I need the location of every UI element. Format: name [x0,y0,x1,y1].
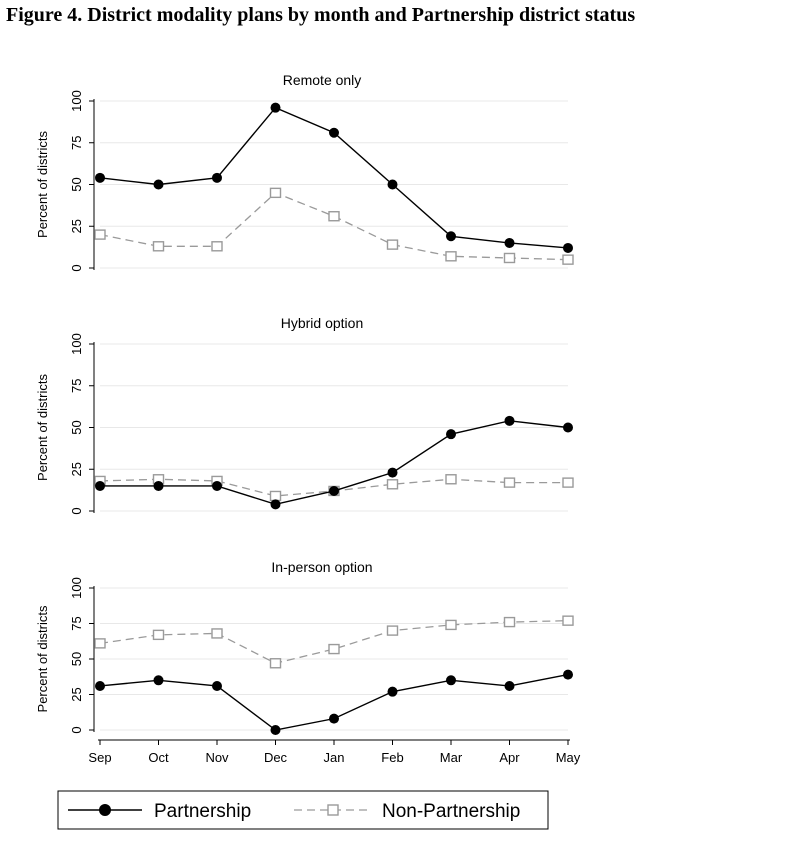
data-point-non-partnership [152,241,165,252]
data-point-partnership [387,686,398,697]
data-point-non-partnership [152,629,165,641]
data-point-non-partnership [328,211,340,222]
data-point-partnership [95,680,105,691]
data-point-partnership [153,675,164,686]
chart-panel-2: In-person option 0 25 50 75 100 Percent of dis… [35,559,581,765]
chart-svg: Remote only 0 25 50 75 100 Percent of district… [35,72,581,830]
panel-title: Remote only [283,72,362,88]
y-tick-label: 75 [69,136,84,150]
data-point-non-partnership [94,229,106,240]
legend-marker-partnership [99,804,111,816]
legend: Partnership Non-Partnership [57,790,549,830]
data-point-partnership [329,713,339,724]
x-tick-label: Dec [264,750,288,765]
x-tick-label: Feb [381,750,403,765]
data-point-partnership [563,669,573,680]
y-axis-label: Percent of districts [35,374,50,481]
data-point-non-partnership [269,490,282,502]
x-tick-label: Apr [499,750,520,765]
x-tick-label: Oct [148,750,169,765]
x-tick-label: Mar [440,750,463,765]
data-point-partnership [329,127,339,138]
data-point-partnership [504,237,515,248]
data-point-partnership [446,429,456,440]
chart-panel-1: Hybrid option 0 25 50 75 100 Percent of distri… [35,315,574,515]
chart-panel-0: Remote only 0 25 50 75 100 Percent of district… [35,72,574,272]
y-tick-label: 100 [69,90,84,112]
data-point-non-partnership [445,251,457,262]
y-tick-label: 25 [69,219,84,233]
data-point-partnership [504,415,515,426]
y-tick-label: 75 [69,379,84,393]
x-tick-label: May [556,750,581,765]
data-point-partnership [563,422,573,433]
data-point-non-partnership [328,643,340,655]
y-tick-label: 25 [69,687,84,701]
y-axis-label: Percent of districts [35,131,50,238]
data-point-partnership [212,480,222,491]
y-tick-label: 100 [69,333,84,355]
y-tick-label: 75 [69,616,84,630]
data-point-partnership [504,680,515,691]
y-tick-label: 50 [69,177,84,191]
y-tick-label: 50 [69,420,84,434]
legend-label-partnership: Partnership [154,801,251,822]
data-point-partnership [563,242,573,253]
y-tick-label: 0 [69,726,84,733]
y-tick-label: 50 [69,652,84,666]
data-point-partnership [446,231,456,242]
data-point-partnership [212,172,222,183]
data-point-non-partnership [445,619,457,631]
y-axis-label: Percent of districts [35,605,50,712]
data-point-non-partnership [562,477,574,488]
legend-label-non-partnership: Non-Partnership [382,801,520,822]
legend-marker-non-partnership [327,804,339,816]
data-point-non-partnership [445,474,457,485]
data-point-partnership [329,485,339,496]
figure-panel: Remote only 0 25 50 75 100 Percent of district… [34,40,600,852]
data-point-non-partnership [503,252,516,264]
data-point-non-partnership [386,239,399,250]
data-point-partnership [95,480,105,491]
x-tick-label: Jan [324,750,345,765]
y-tick-label: 100 [69,577,84,599]
y-tick-label: 0 [69,507,84,514]
data-point-non-partnership [269,658,282,669]
data-point-partnership [446,675,456,686]
data-point-non-partnership [562,254,574,265]
data-point-partnership [270,102,281,113]
data-point-non-partnership [269,187,282,199]
data-point-partnership [387,179,398,190]
data-point-partnership [153,179,164,190]
data-point-partnership [270,499,281,510]
figure-title: Figure 4. District modality plans by mon… [6,4,636,26]
y-tick-label: 25 [69,462,84,476]
series-line-non-partnership [99,620,569,664]
data-point-partnership [387,467,398,478]
y-tick-label: 0 [69,264,84,271]
data-point-non-partnership [386,625,399,636]
data-point-partnership [270,725,281,735]
x-tick-label: Sep [88,750,111,765]
panel-title: Hybrid option [281,315,364,331]
data-point-non-partnership [503,477,516,488]
data-point-partnership [153,480,164,491]
data-point-partnership [212,680,222,691]
data-point-non-partnership [94,638,106,649]
data-point-non-partnership [562,615,574,626]
data-point-non-partnership [503,616,516,628]
data-point-partnership [95,172,105,183]
data-point-non-partnership [211,241,223,252]
data-point-non-partnership [386,479,399,490]
panel-title: In-person option [271,559,372,575]
x-tick-label: Nov [205,750,229,765]
data-point-non-partnership [211,628,223,639]
